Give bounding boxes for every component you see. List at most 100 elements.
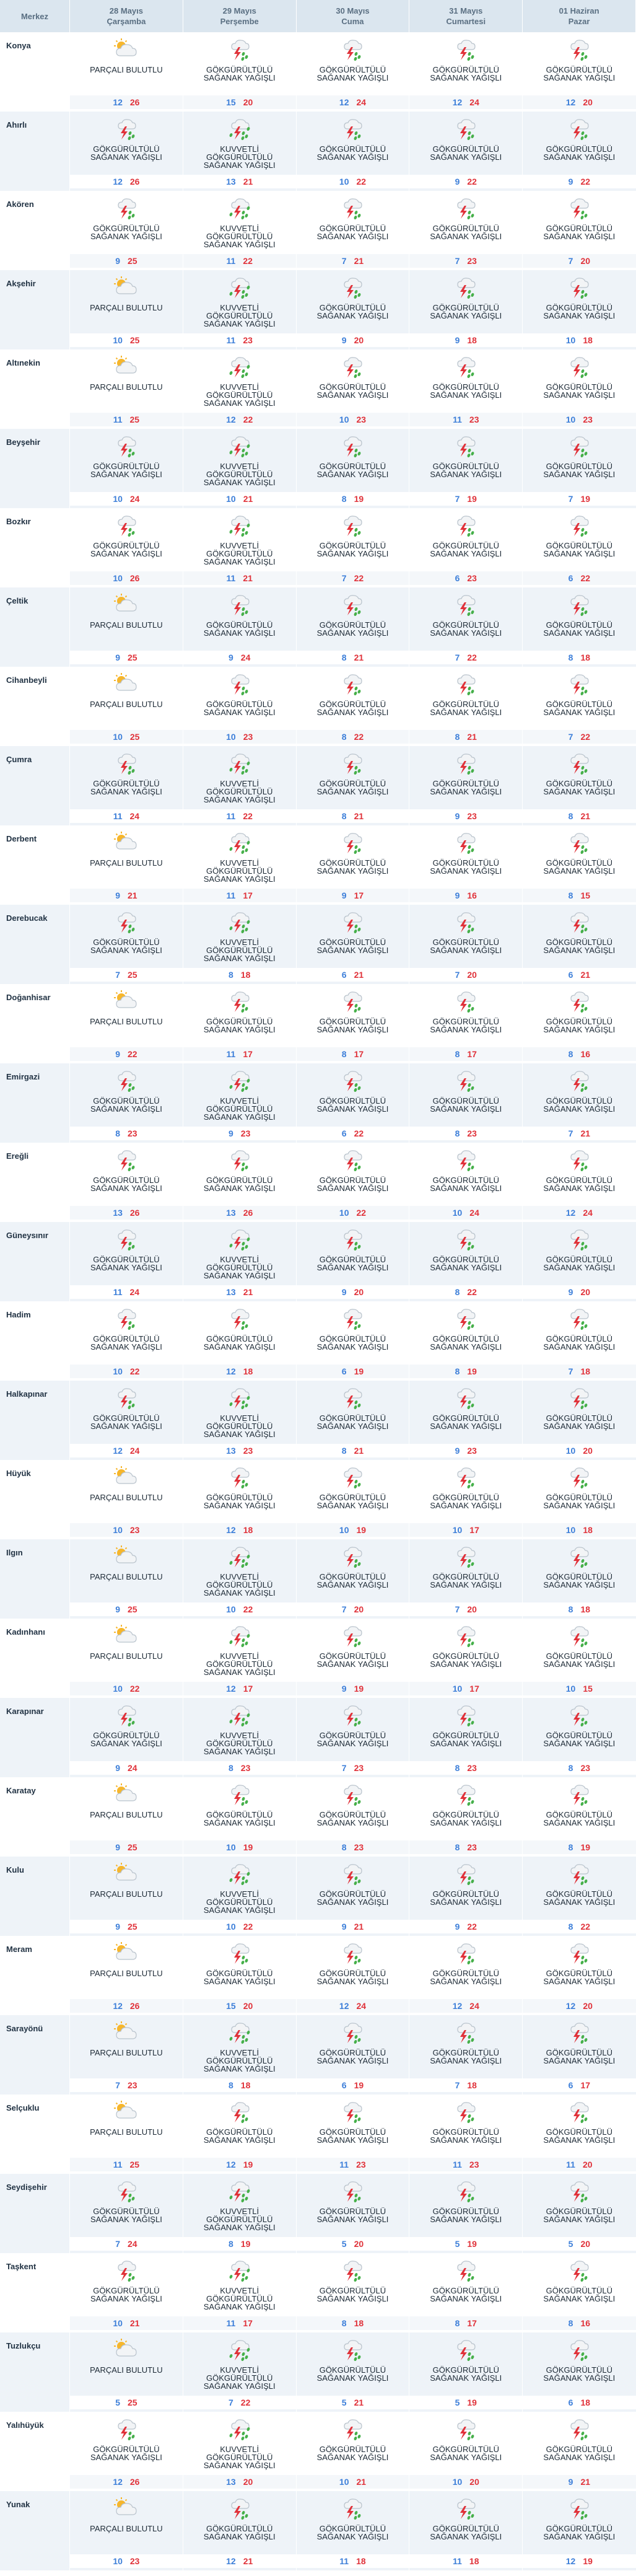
thunderstorm-icon [565,592,593,617]
forecast-cell: KUVVETLİ GÖKGÜRÜLTÜLÜ SAĞANAK YAĞIŞLI 8 23 [182,1698,297,1777]
city-name[interactable]: Çumra [6,755,32,764]
min-temp: 6 [455,573,460,583]
condition-text: GÖKGÜRÜLTÜLÜ SAĞANAK YAĞIŞLI [203,1810,276,1827]
heavy-thunderstorm-icon [226,1862,253,1886]
city-name[interactable]: Ereğli [6,1151,29,1161]
condition-text: GÖKGÜRÜLTÜLÜ SAĞANAK YAĞIŞLI [543,700,616,717]
forecast-cell: GÖKGÜRÜLTÜLÜ SAĞANAK YAĞIŞLI 6 23 [409,508,523,587]
thunderstorm-icon [113,1148,140,1172]
condition-text: GÖKGÜRÜLTÜLÜ SAĞANAK YAĞIŞLI [543,144,616,162]
temperature-range: 9 17 [296,889,409,902]
max-temp: 23 [467,573,477,583]
condition-text: GÖKGÜRÜLTÜLÜ SAĞANAK YAĞIŞLI [316,1572,389,1589]
city-name[interactable]: Akşehir [6,279,36,288]
city-name[interactable]: Derebucak [6,913,48,923]
city-name[interactable]: Karapınar [6,1707,44,1716]
city-name[interactable]: Ahırlı [6,120,27,130]
max-temp: 20 [467,1604,477,1614]
temperature-range: 13 26 [70,1206,183,1220]
temperature-range: 7 20 [523,254,636,268]
max-temp: 23 [240,1763,251,1773]
table-row: Karapınar GÖKGÜRÜLTÜLÜ SAĞANAK YAĞIŞLI 9 24… [0,1698,636,1777]
thunderstorm-icon [565,672,593,697]
city-name[interactable]: Taşkent [6,2262,37,2271]
thunderstorm-icon [113,2179,140,2204]
city-name[interactable]: Ilgın [6,1548,23,1557]
city-name[interactable]: Doğanhisar [6,993,51,1002]
temperature-range: 12 20 [523,1999,636,2013]
max-temp: 21 [354,811,364,821]
heavy-thunderstorm-icon [226,513,253,538]
city-name[interactable]: Seydişehir [6,2183,47,2192]
temperature-range: 8 23 [409,1761,523,1775]
temperature-range: 8 18 [183,2078,296,2092]
table-row: Akören GÖKGÜRÜLTÜLÜ SAĞANAK YAĞIŞLI 9 25 KUV… [0,191,636,270]
max-temp: 25 [128,2398,137,2407]
max-temp: 21 [580,970,591,980]
city-name[interactable]: Akören [6,200,34,209]
city-name[interactable]: Güneysınır [6,1231,48,1240]
city-name[interactable]: Hadim [6,1310,31,1319]
city-name[interactable]: Selçuklu [6,2103,40,2112]
city-name[interactable]: Bozkır [6,517,31,526]
city-name[interactable]: Kadınhanı [6,1627,45,1637]
city-name[interactable]: Hüyük [6,1469,31,1478]
city-name[interactable]: Konya [6,41,31,50]
thunderstorm-icon [452,830,479,855]
condition-text: PARÇALI BULUTLU [90,303,163,312]
temperature-range: 9 22 [523,175,636,188]
city-name[interactable]: Altınekin [6,358,40,367]
city-name[interactable]: Kulu [6,1865,24,1875]
temperature-range: 8 22 [523,1920,636,1933]
temperature-range: 10 24 [70,492,183,506]
city-name[interactable]: Sarayönü [6,2024,43,2033]
min-temp: 7 [568,494,573,504]
forecast-cell: GÖKGÜRÜLTÜLÜ SAĞANAK YAĞIŞLI 7 20 [522,191,636,270]
forecast-cell: GÖKGÜRÜLTÜLÜ SAĞANAK YAĞIŞLI 10 21 [295,2412,409,2491]
city-name[interactable]: Cihanbeyli [6,675,47,685]
city-name[interactable]: Meram [6,1945,32,1954]
condition-text: GÖKGÜRÜLTÜLÜ SAĞANAK YAĞIŞLI [430,462,502,479]
forecast-cell: PARÇALI BULUTLU 11 25 [69,2095,183,2174]
min-temp: 13 [113,1208,123,1218]
city-name[interactable]: Yalıhüyük [6,2420,44,2430]
city-name[interactable]: Tuzlukçu [6,2341,41,2350]
thunderstorm-icon [565,1544,593,1569]
condition-text: GÖKGÜRÜLTÜLÜ SAĞANAK YAĞIŞLI [430,65,502,82]
partly-cloudy-icon [113,1465,140,1490]
temperature-range: 10 17 [409,1523,523,1537]
city-name[interactable]: Karatay [6,1786,36,1795]
temperature-range: 6 21 [296,968,409,982]
min-temp: 7 [341,1604,347,1614]
min-temp: 7 [568,256,573,266]
condition-text: GÖKGÜRÜLTÜLÜ SAĞANAK YAĞIŞLI [430,303,502,320]
min-temp: 13 [226,1287,236,1297]
min-temp: 8 [568,1049,573,1059]
condition-text: GÖKGÜRÜLTÜLÜ SAĞANAK YAĞIŞLI [543,1889,616,1907]
city-name[interactable]: Çeltik [6,596,28,605]
heavy-thunderstorm-icon [226,434,253,459]
forecast-cell: GÖKGÜRÜLTÜLÜ SAĞANAK YAĞIŞLI 5 20 [295,2174,409,2253]
heavy-thunderstorm-icon [226,910,253,934]
min-temp: 9 [115,1049,120,1059]
forecast-cell: GÖKGÜRÜLTÜLÜ SAĞANAK YAĞIŞLI 11 24 [69,1222,183,1301]
max-temp: 18 [583,1525,593,1535]
thunderstorm-icon [452,116,479,141]
thunderstorm-icon [565,1862,593,1886]
merkez-header: Merkez [0,0,70,32]
condition-text: GÖKGÜRÜLTÜLÜ SAĞANAK YAĞIŞLI [430,858,502,876]
forecast-cell: GÖKGÜRÜLTÜLÜ SAĞANAK YAĞIŞLI 8 17 [295,984,409,1063]
city-name[interactable]: Emirgazi [6,1072,40,1081]
temperature-range: 13 21 [183,1285,296,1299]
table-row: Konya PARÇALI BULUTLU 12 26 GÖKGÜRÜLTÜLÜ SAĞ… [0,32,636,112]
max-temp: 24 [129,1287,140,1297]
temperature-range: 12 19 [183,2158,296,2171]
city-name[interactable]: Derbent [6,834,37,843]
city-name[interactable]: Beyşehir [6,437,40,447]
city-name[interactable]: Halkapınar [6,1389,48,1399]
min-temp: 8 [341,2318,347,2328]
city-name[interactable]: Yunak [6,2500,30,2509]
thunderstorm-icon [339,1227,366,1252]
condition-text: GÖKGÜRÜLTÜLÜ SAĞANAK YAĞIŞLI [203,1969,276,1986]
thunderstorm-icon [452,2099,479,2124]
